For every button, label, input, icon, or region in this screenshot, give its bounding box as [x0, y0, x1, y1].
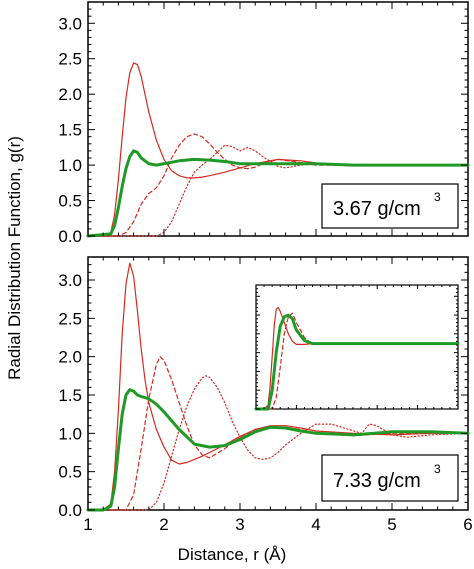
inset-plot-area — [255, 284, 459, 410]
bottom-annotation-text: 7.33 g/cm — [333, 470, 421, 492]
top-panel: 0.0 0.5 1.0 1.5 2.0 2.5 3.0 3.67 g/cm 3 — [58, 1, 470, 246]
inset-panel — [254, 284, 460, 411]
bottom-panel: 0.0 0.5 1.0 1.5 2.0 2.5 3.0 1 2 3 4 5 6 7.33 g/cm 3 — [58, 256, 473, 534]
bottom-xtick-label: 6 — [463, 515, 472, 534]
top-series-red-dashed — [87, 133, 469, 237]
top-series-green-solid — [86, 149, 470, 238]
bottom-ytick-label: 0.5 — [58, 463, 82, 482]
bottom-ytick-label: 0.0 — [58, 501, 82, 520]
bottom-xtick-label: 5 — [387, 515, 396, 534]
bottom-xtick-label: 2 — [159, 515, 168, 534]
inset-series-group — [254, 306, 460, 411]
bottom-series-green-solid — [86, 388, 470, 512]
top-ytick-label: 1.0 — [58, 156, 82, 175]
inset-axis-ticks — [255, 284, 459, 410]
bottom-annotation-box: 7.33 g/cm 3 — [321, 454, 459, 502]
top-annotation-text: 3.67 g/cm — [333, 198, 421, 220]
top-ytick-label: 3.0 — [58, 14, 82, 33]
top-series-group — [86, 62, 470, 238]
x-axis-title: Distance, r (Å) — [178, 545, 287, 564]
top-annotation-sup: 3 — [434, 190, 441, 204]
top-ytick-label: 2.0 — [58, 85, 82, 104]
bottom-annotation-sup: 3 — [434, 462, 441, 476]
bottom-xtick-label: 1 — [83, 515, 92, 534]
top-series-red-solid — [87, 62, 469, 237]
bottom-series-group — [86, 262, 470, 512]
inset-series-green-solid — [254, 313, 460, 411]
top-ytick-label: 0.0 — [58, 227, 82, 246]
top-ytick-label: 1.5 — [58, 121, 82, 140]
bottom-xtick-label: 3 — [235, 515, 244, 534]
bottom-ytick-label: 2.5 — [58, 309, 82, 328]
top-ytick-label: 2.5 — [58, 50, 82, 69]
bottom-series-red-solid — [87, 262, 469, 511]
top-annotation-box: 3.67 g/cm 3 — [321, 183, 459, 229]
bottom-axis-ticks: 0.0 0.5 1.0 1.5 2.0 2.5 3.0 1 2 3 4 5 6 — [58, 256, 473, 534]
y-axis-title: Radial Distribution Function, g(r) — [5, 136, 24, 380]
bottom-ytick-label: 3.0 — [58, 271, 82, 290]
bottom-xtick-label: 4 — [311, 515, 320, 534]
bottom-ytick-label: 1.5 — [58, 386, 82, 405]
bottom-ytick-label: 2.0 — [58, 348, 82, 367]
bottom-ytick-label: 1.0 — [58, 424, 82, 443]
top-ytick-label: 0.5 — [58, 192, 82, 211]
top-axis-ticks: 0.0 0.5 1.0 1.5 2.0 2.5 3.0 — [58, 1, 469, 246]
bottom-series-red-dotted — [87, 375, 469, 511]
